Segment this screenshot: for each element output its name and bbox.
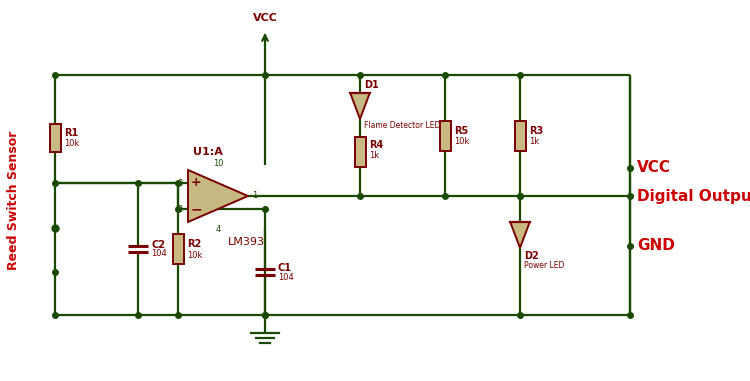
- Text: U1:A: U1:A: [193, 147, 223, 157]
- Text: C1: C1: [278, 263, 292, 273]
- Bar: [355, 137, 365, 167]
- Text: R5: R5: [454, 125, 468, 136]
- Polygon shape: [188, 170, 248, 222]
- Text: 2: 2: [178, 205, 183, 213]
- Text: R4: R4: [369, 140, 383, 150]
- Text: Reed Switch Sensor: Reed Switch Sensor: [8, 130, 20, 270]
- Text: C2: C2: [151, 240, 165, 250]
- Bar: [440, 120, 451, 150]
- Text: 1k: 1k: [369, 150, 379, 160]
- Bar: [172, 234, 184, 264]
- Text: 104: 104: [151, 250, 166, 258]
- Text: VCC: VCC: [637, 160, 671, 176]
- Polygon shape: [510, 222, 530, 248]
- Text: 10: 10: [213, 158, 223, 168]
- Text: +: +: [190, 176, 201, 189]
- Text: 10k: 10k: [64, 139, 80, 149]
- Text: Flame Detector LED: Flame Detector LED: [364, 120, 440, 130]
- Text: 1: 1: [252, 192, 257, 200]
- Text: R3: R3: [529, 125, 543, 136]
- Text: Digital Output: Digital Output: [637, 189, 750, 203]
- Text: 104: 104: [278, 272, 294, 282]
- Text: 4: 4: [215, 224, 220, 234]
- Text: −: −: [190, 202, 202, 216]
- Text: GND: GND: [637, 239, 675, 253]
- Text: D1: D1: [364, 80, 379, 90]
- Text: 10k: 10k: [454, 137, 470, 146]
- Text: D2: D2: [524, 251, 538, 261]
- Text: 10k: 10k: [187, 250, 202, 259]
- Text: Power LED: Power LED: [524, 261, 564, 271]
- Text: 1k: 1k: [529, 137, 539, 146]
- Bar: [50, 124, 61, 152]
- Text: LM393: LM393: [227, 237, 265, 247]
- Polygon shape: [350, 93, 370, 119]
- Text: 3: 3: [178, 179, 183, 187]
- Text: R2: R2: [187, 239, 201, 249]
- Text: VCC: VCC: [253, 13, 278, 23]
- Bar: [514, 120, 526, 150]
- Text: R1: R1: [64, 128, 78, 138]
